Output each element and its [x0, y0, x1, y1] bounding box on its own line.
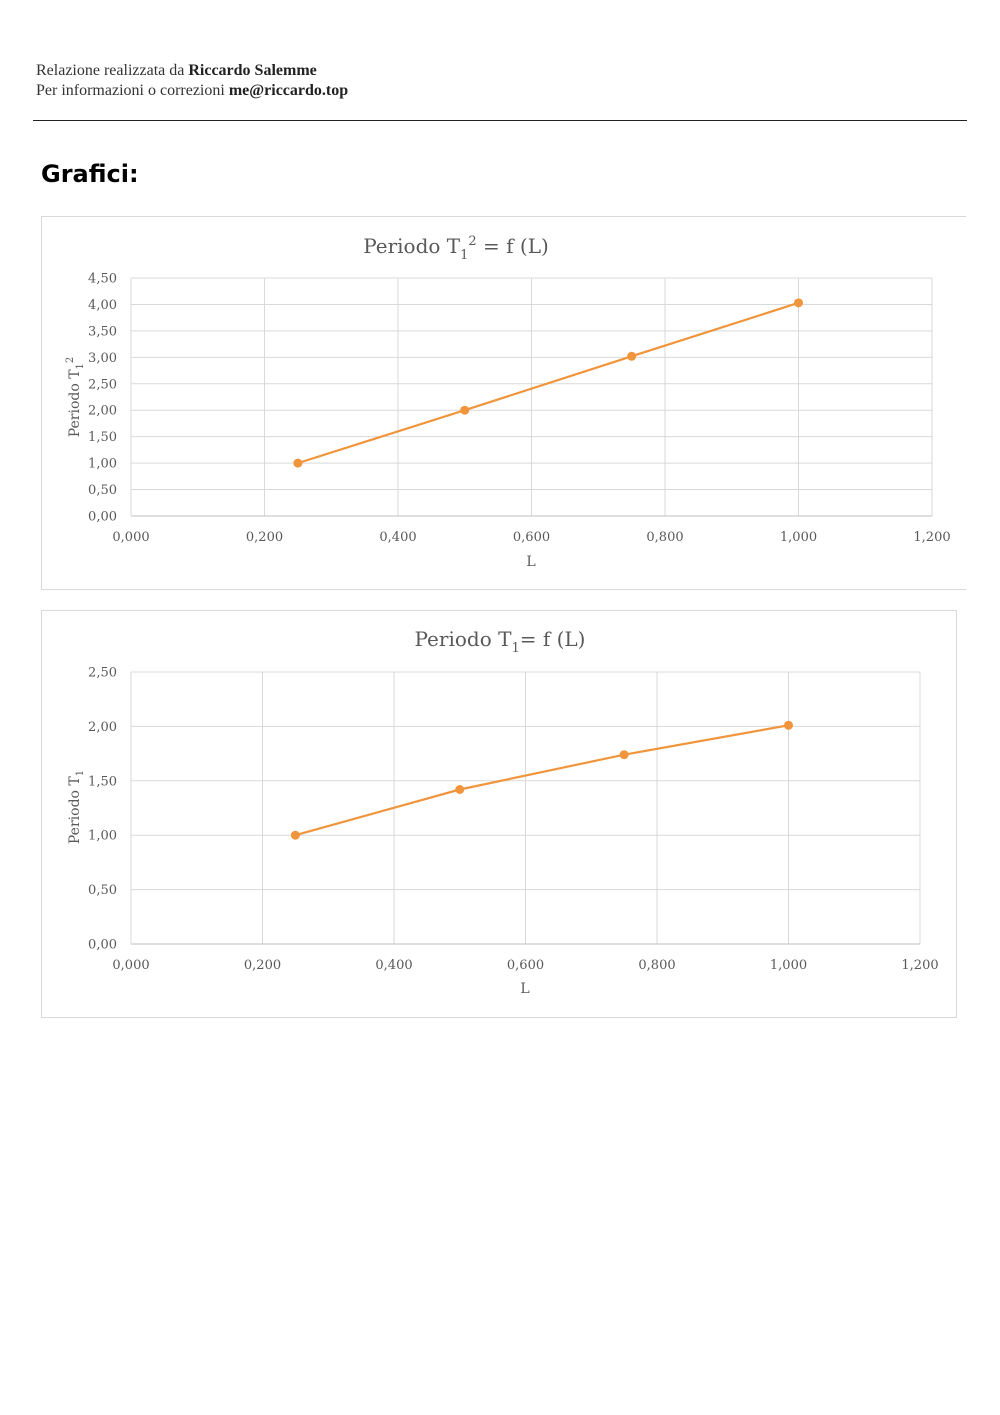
- data-point: [627, 351, 637, 361]
- x-axis-label: L: [526, 554, 535, 570]
- author-name: Riccardo Salemme: [188, 62, 317, 79]
- data-series: [290, 720, 793, 840]
- chart-svg: Periodo T1= f (L) 0,00 0,50 1,00 1,50 2,00 2,…: [67, 627, 939, 997]
- x-tick-label: 0,600: [507, 958, 544, 973]
- y-tick-label: 0,00: [88, 510, 117, 525]
- x-tick-label: 0,400: [379, 530, 416, 545]
- data-point: [290, 830, 300, 840]
- data-point: [293, 458, 303, 468]
- x-tick-label: 0,200: [246, 530, 283, 545]
- gridlines: [131, 277, 933, 516]
- y-tick-label: 0,00: [88, 938, 117, 953]
- y-tick-label: 1,00: [88, 457, 117, 472]
- series-line: [295, 724, 789, 837]
- x-tick-label: 0,800: [638, 958, 675, 973]
- report-header: Relazione realizzata da Riccardo Salemme…: [36, 61, 348, 101]
- y-tick-label: 3,50: [88, 324, 117, 339]
- y-tick-label: 4,00: [88, 298, 117, 313]
- chart-period-squared: Periodo T12 = f (L) 0,00 0,50 1,00 1,50 2,00…: [41, 216, 966, 590]
- y-tick-label: 0,50: [88, 483, 117, 498]
- chart-svg: Periodo T12 = f (L) 0,00 0,50 1,00 1,50 2,00…: [65, 234, 951, 570]
- chart-title: Periodo T12 = f (L): [363, 234, 549, 263]
- y-axis-label: Periodo T12: [65, 357, 86, 438]
- x-tick-label: 1,000: [780, 530, 817, 545]
- contact-email[interactable]: me@riccardo.top: [228, 82, 349, 99]
- y-tick-label: 2,50: [88, 377, 117, 392]
- data-point: [455, 785, 465, 795]
- author-prefix: Relazione realizzata da: [36, 62, 185, 79]
- y-tick-label: 3,00: [88, 351, 117, 366]
- x-tick-label: 1,200: [901, 958, 938, 973]
- y-axis-label: Periodo T1: [67, 770, 86, 844]
- axes: [130, 672, 920, 945]
- series-line: [297, 301, 799, 465]
- author-line: Relazione realizzata da Riccardo Salemme: [36, 61, 348, 81]
- y-tick-label: 2,50: [88, 666, 117, 681]
- x-tick-label: 0,600: [513, 530, 550, 545]
- header-divider: [33, 120, 967, 121]
- contact-prefix: Per informazioni o correzioni: [36, 82, 225, 99]
- data-point: [619, 750, 629, 760]
- y-tick-label: 1,50: [88, 774, 117, 789]
- x-axis-label: L: [520, 981, 529, 997]
- tick-labels: 0,00 0,50 1,00 1,50 2,00 2,50 3,00 3,50 4,00 4,50…: [88, 272, 951, 546]
- x-tick-label: 1,000: [770, 958, 807, 973]
- gridlines: [131, 671, 921, 944]
- y-tick-label: 4,50: [88, 272, 117, 287]
- y-tick-label: 0,50: [88, 883, 117, 898]
- chart-period: Periodo T1= f (L) 0,00 0,50 1,00 1,50 2,00 2,…: [41, 610, 957, 1018]
- data-point: [784, 720, 793, 730]
- x-tick-label: 1,200: [913, 530, 950, 545]
- x-tick-label: 0,000: [112, 530, 149, 545]
- x-tick-label: 0,400: [375, 958, 412, 973]
- x-tick-label: 0,800: [646, 530, 683, 545]
- y-tick-label: 1,00: [88, 829, 117, 844]
- data-series: [293, 298, 803, 468]
- x-tick-label: 0,200: [244, 958, 281, 973]
- section-title: Grafici:: [41, 160, 139, 188]
- axes: [130, 278, 932, 517]
- y-tick-label: 2,00: [88, 404, 117, 419]
- x-tick-label: 0,000: [112, 958, 149, 973]
- data-point: [460, 405, 470, 415]
- y-tick-label: 1,50: [88, 430, 117, 445]
- contact-line: Per informazioni o correzioni me@riccard…: [36, 81, 348, 101]
- y-tick-label: 2,00: [88, 720, 117, 735]
- chart-title: Periodo T1= f (L): [415, 627, 586, 656]
- tick-labels: 0,00 0,50 1,00 1,50 2,00 2,50 0,000 0,200 0,400 0…: [88, 666, 939, 974]
- data-point: [794, 298, 803, 308]
